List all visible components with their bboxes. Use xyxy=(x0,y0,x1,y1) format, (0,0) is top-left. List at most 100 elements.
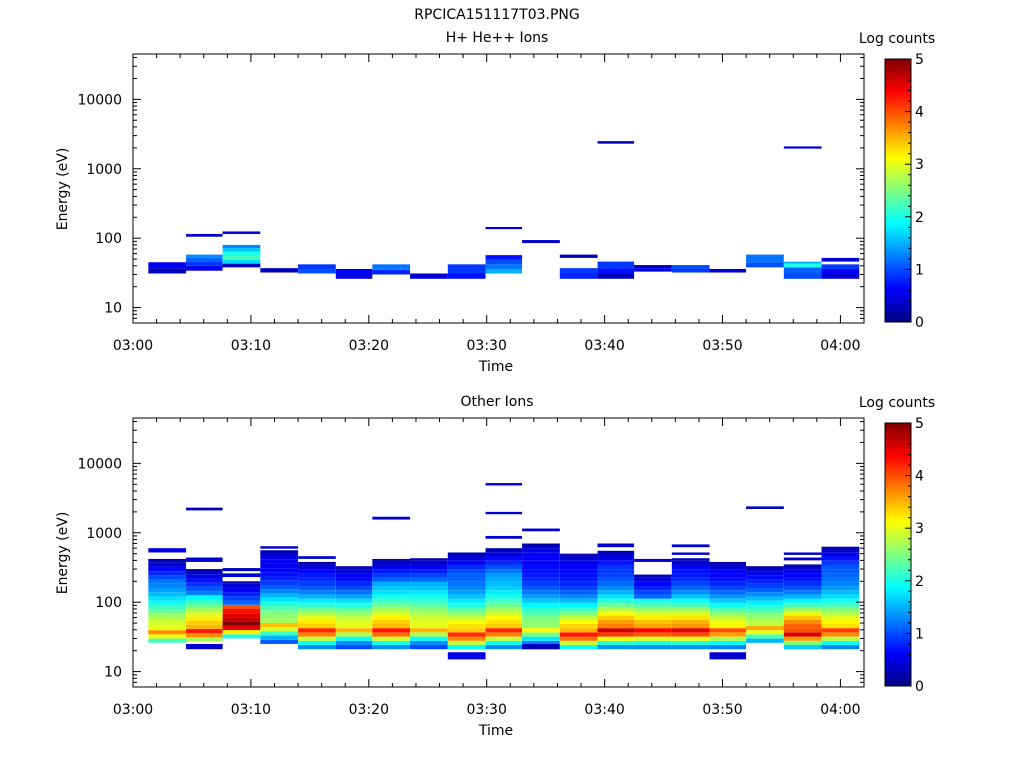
heatmap-cell xyxy=(260,550,299,553)
heatmap-cell xyxy=(335,577,373,582)
heatmap-cell xyxy=(447,615,486,620)
y-tick-label: 100 xyxy=(95,595,122,611)
colorbar-tick-label: 5 xyxy=(915,416,924,432)
heatmap-cell xyxy=(783,623,822,629)
heatmap-cell xyxy=(671,623,710,629)
heatmap-cell xyxy=(447,273,486,279)
heatmap-cell xyxy=(186,578,223,583)
heatmap-cell xyxy=(597,569,635,574)
heatmap-cell xyxy=(485,548,523,553)
panel-2-heatmap xyxy=(148,483,860,660)
heatmap-cell xyxy=(783,581,822,587)
heatmap-cell xyxy=(335,581,373,587)
heatmap-cell xyxy=(222,630,261,635)
heatmap-cell xyxy=(522,548,560,553)
x-tick-label: 03:10 xyxy=(231,702,271,718)
heatmap-cell xyxy=(148,548,187,553)
heatmap-cell xyxy=(372,645,411,650)
heatmap-cell xyxy=(186,633,223,638)
heatmap-cell xyxy=(597,586,635,591)
heatmap-cell xyxy=(335,628,373,633)
heatmap-cell xyxy=(222,231,261,234)
heatmap-cell xyxy=(260,627,299,632)
colorbar-tick-label: 4 xyxy=(915,469,924,485)
heatmap-cell xyxy=(335,602,373,608)
heatmap-cell xyxy=(260,563,299,569)
heatmap-cell xyxy=(709,598,747,603)
heatmap-cell xyxy=(410,598,448,603)
heatmap-cell xyxy=(335,590,373,595)
heatmap-cell xyxy=(485,623,523,629)
heatmap-cell xyxy=(559,619,598,624)
heatmap-cell xyxy=(597,590,635,595)
heatmap-cell xyxy=(522,552,560,557)
heatmap-cell xyxy=(447,552,486,557)
heatmap-cell xyxy=(821,564,860,570)
heatmap-cell xyxy=(372,586,411,591)
heatmap-cell xyxy=(559,607,598,612)
heatmap-cell xyxy=(559,611,598,616)
heatmap-cell xyxy=(298,269,336,274)
heatmap-cell xyxy=(597,594,635,599)
heatmap-cell xyxy=(746,604,784,610)
heatmap-cell xyxy=(671,598,710,603)
heatmap-cell xyxy=(671,552,710,555)
heatmap-cell xyxy=(597,611,635,616)
heatmap-cell xyxy=(186,261,223,266)
heatmap-cell xyxy=(485,586,523,591)
heatmap-cell xyxy=(634,581,672,587)
heatmap-cell xyxy=(447,632,486,637)
x-tick-label: 04:00 xyxy=(820,702,860,718)
heatmap-cell xyxy=(783,615,822,620)
y-tick-label: 10 xyxy=(104,665,122,681)
heatmap-cell xyxy=(522,564,560,570)
colorbar-tick-label: 2 xyxy=(915,574,924,590)
heatmap-cell xyxy=(372,264,411,270)
heatmap-cell xyxy=(634,594,672,599)
heatmap-cell xyxy=(597,564,635,570)
heatmap-cell xyxy=(522,615,560,620)
heatmap-cell xyxy=(709,577,747,582)
heatmap-cell xyxy=(485,564,523,570)
heatmap-cell xyxy=(260,618,299,623)
heatmap-cell xyxy=(746,609,784,614)
heatmap-cell xyxy=(447,590,486,595)
heatmap-cell xyxy=(186,591,223,596)
heatmap-cell xyxy=(671,615,710,620)
heatmap-cell xyxy=(709,611,747,616)
heatmap-cell xyxy=(821,268,860,274)
heatmap-cell xyxy=(260,631,299,636)
heatmap-cell xyxy=(335,615,373,620)
heatmap-cell xyxy=(485,268,523,274)
heatmap-cell xyxy=(783,564,822,570)
heatmap-cell xyxy=(410,632,448,637)
heatmap-cell xyxy=(222,608,261,614)
heatmap-cell xyxy=(597,268,635,274)
heatmap-cell xyxy=(821,273,860,279)
heatmap-cell xyxy=(485,594,523,599)
heatmap-cell xyxy=(186,599,223,604)
heatmap-cell xyxy=(783,586,822,591)
panel-1-frame xyxy=(132,53,865,324)
heatmap-cell xyxy=(410,564,448,570)
heatmap-cell xyxy=(222,573,261,578)
heatmap-cell xyxy=(148,575,187,580)
heatmap-cell xyxy=(298,619,336,624)
heatmap-cell xyxy=(597,560,635,565)
heatmap-cell xyxy=(559,573,598,578)
heatmap-cell xyxy=(335,611,373,616)
heatmap-cell xyxy=(335,598,373,603)
heatmap-cell xyxy=(709,632,747,637)
heatmap-cell xyxy=(260,572,299,577)
heatmap-cell xyxy=(671,640,710,646)
heatmap-cell xyxy=(485,255,523,260)
colorbar-tick-label: 1 xyxy=(915,626,924,642)
heatmap-cell xyxy=(447,598,486,603)
heatmap-cell xyxy=(372,615,411,620)
heatmap-cell xyxy=(186,603,223,608)
heatmap-cell xyxy=(522,607,560,612)
heatmap-cell xyxy=(485,619,523,624)
heatmap-cell xyxy=(821,602,860,608)
heatmap-cell xyxy=(783,146,822,149)
heatmap-cell xyxy=(821,632,860,637)
